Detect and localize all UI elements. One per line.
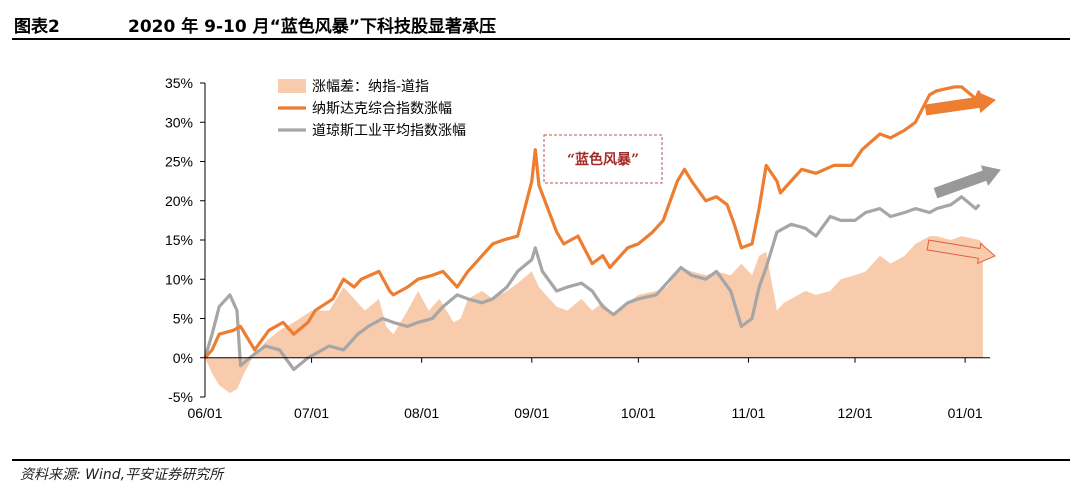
source-note: 资料来源: Wind,平安证券研究所 <box>20 467 224 483</box>
y-tick-label: 15% <box>165 232 193 248</box>
y-tick-label: 25% <box>165 154 193 170</box>
x-tick-label: 01/01 <box>948 405 983 421</box>
figure-number: 图表2 <box>14 17 60 37</box>
figure-header: 图表2 2020 年 9-10 月“蓝色风暴”下科技股显著承压 <box>12 8 1072 37</box>
legend-label: 纳斯达克综合指数涨幅 <box>312 101 452 117</box>
y-tick-label: 10% <box>165 271 193 287</box>
y-tick-label: 35% <box>165 75 193 91</box>
dow-line <box>203 195 981 372</box>
nasdaq-line <box>203 85 981 359</box>
dow-trend-arrow <box>933 165 1001 199</box>
x-tick-label: 07/01 <box>294 405 329 421</box>
nasdaq-trend-arrow <box>924 91 996 116</box>
figure-title: 2020 年 9-10 月“蓝色风暴”下科技股显著承压 <box>128 17 496 37</box>
legend-swatch-spread <box>278 79 306 93</box>
y-tick-label: 30% <box>165 114 193 130</box>
x-tick-label: 06/01 <box>187 405 222 421</box>
x-tick-label: 12/01 <box>837 405 872 421</box>
title-rule <box>12 38 1070 40</box>
y-tick-label: 0% <box>173 350 193 366</box>
legend-label: 涨幅差：纳指-道指 <box>312 79 429 95</box>
line-chart: -5% 0% 5% 10% 15% 20% 25% 30% 35% 06/01 07/01 08/0… <box>165 75 1001 421</box>
annotation-box <box>543 134 663 184</box>
y-tick-label: 20% <box>165 193 193 209</box>
x-tick-label: 08/01 <box>404 405 439 421</box>
y-tick-label: 5% <box>173 311 193 327</box>
spread-area <box>205 236 983 394</box>
spread-trend-arrow <box>926 239 996 265</box>
x-tick-label: 09/01 <box>514 405 549 421</box>
legend-label: 道琼斯工业平均指数涨幅 <box>312 123 466 139</box>
y-tick-label: -5% <box>168 389 193 405</box>
annotation-text: “蓝色风暴” <box>567 151 639 168</box>
x-tick-label: 11/01 <box>731 405 765 421</box>
x-tick-label: 10/01 <box>621 405 656 421</box>
source-rule <box>12 459 1070 461</box>
